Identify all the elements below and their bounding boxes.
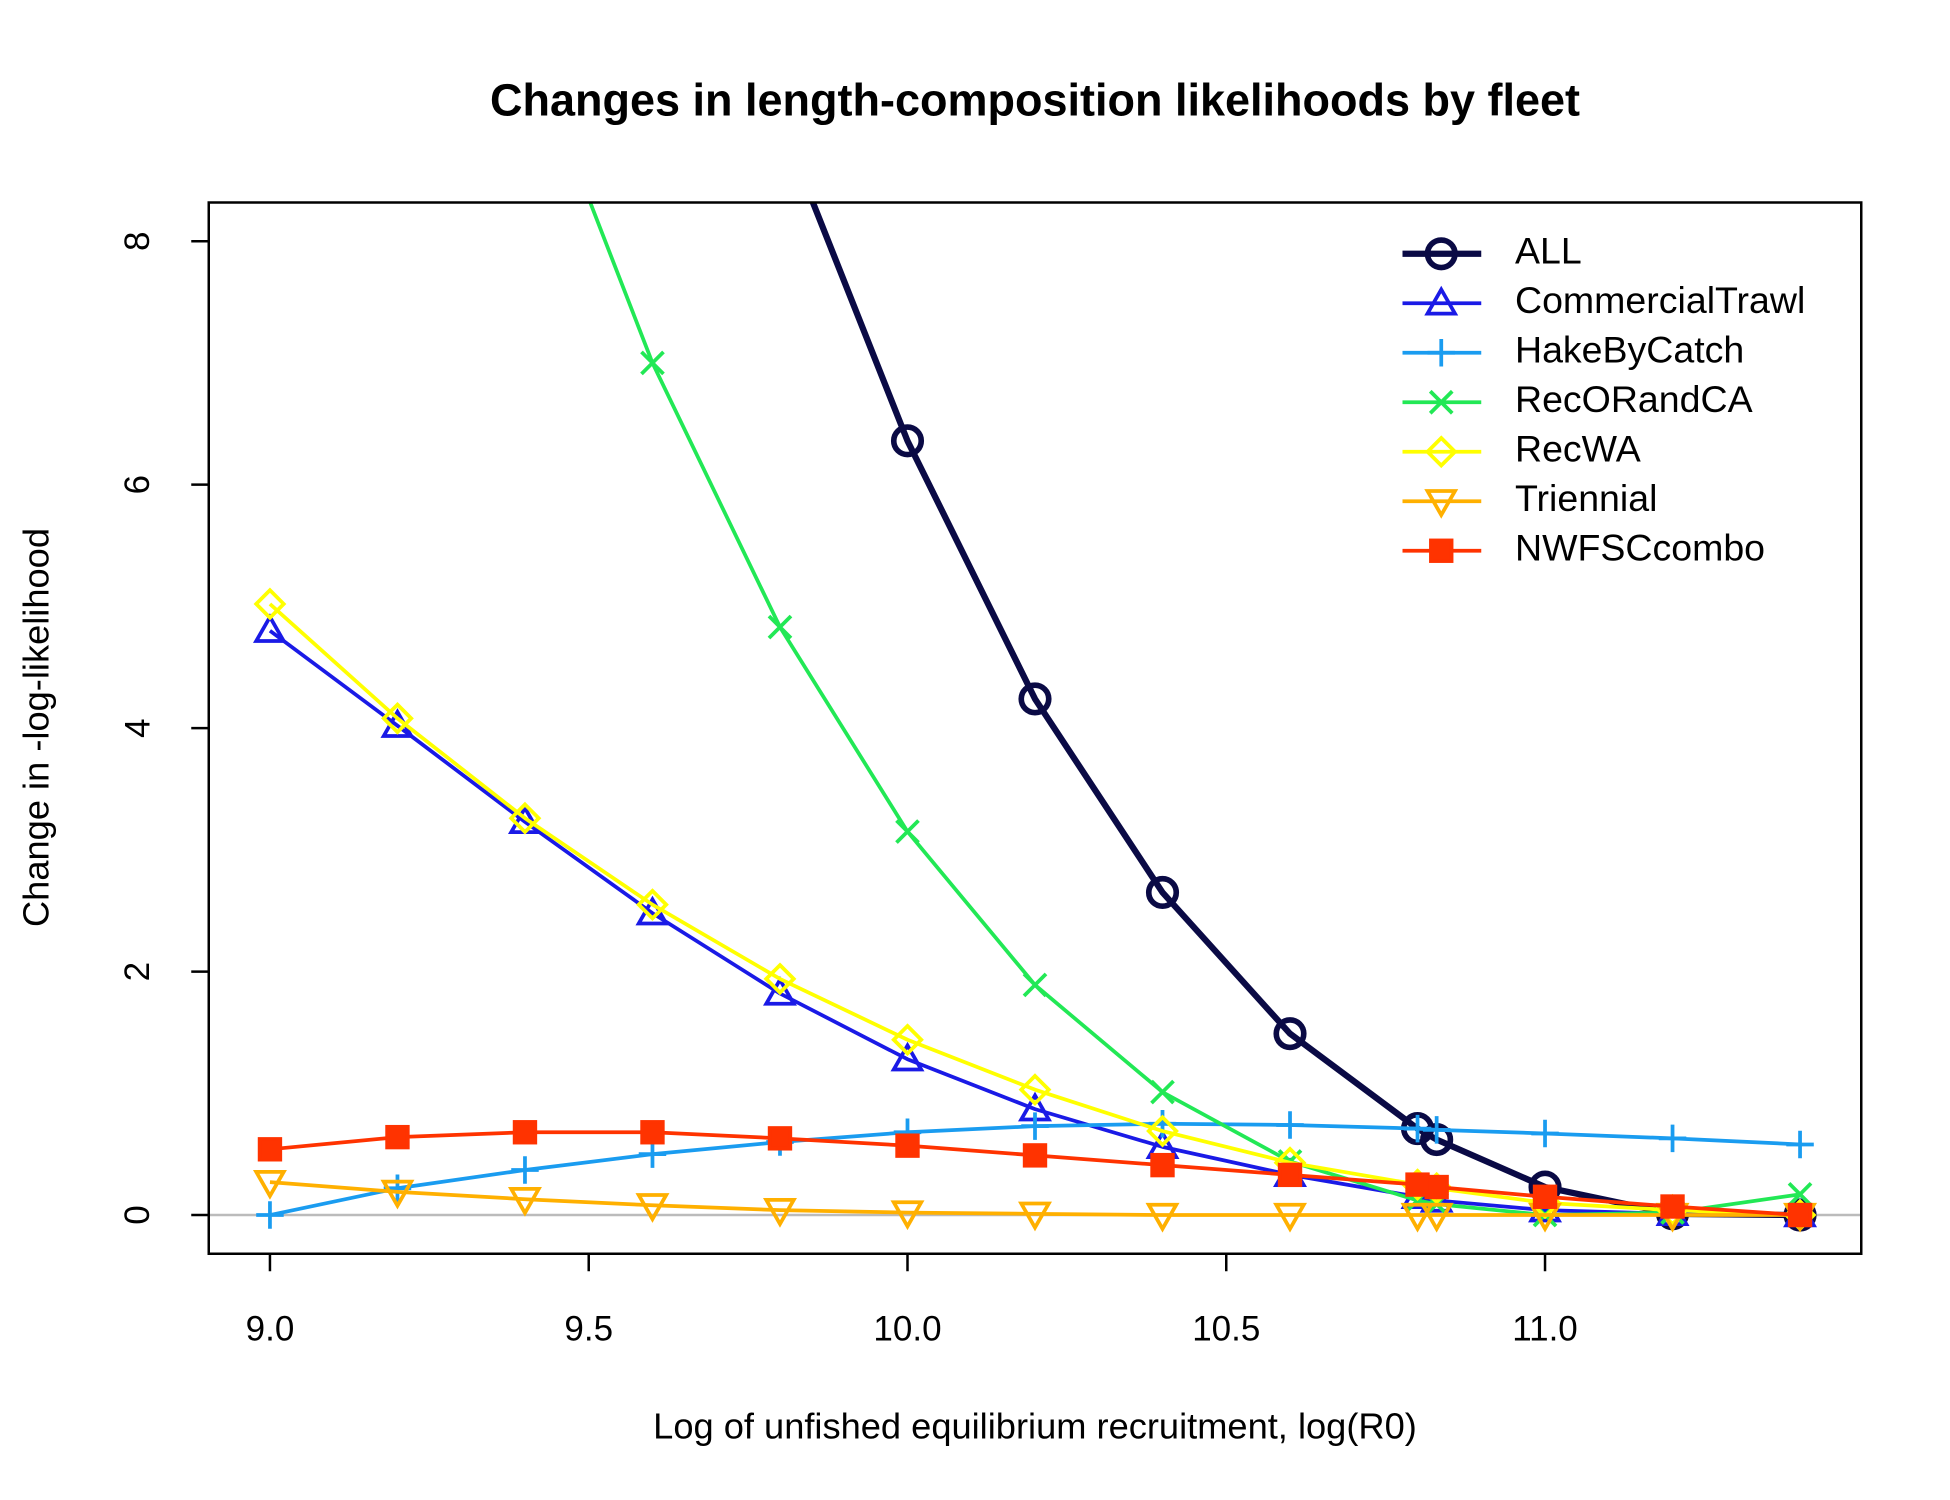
y-tick-label: 2 [118,962,157,981]
marker [257,1137,283,1162]
x-tick-label: 9.5 [564,1310,613,1349]
marker [1429,538,1454,563]
series-line [268,602,1801,1217]
marker [640,350,665,376]
marker [511,1156,539,1184]
marker [1400,1202,1435,1233]
series-line [268,629,1801,1217]
marker [890,1041,925,1072]
marker [252,613,287,643]
marker [890,1200,925,1231]
marker [1150,1079,1175,1105]
x-axis-label: Log of unfished equilibrium recruitment,… [653,1405,1417,1446]
marker [508,801,542,835]
series-line [269,1130,1801,1217]
marker [891,1023,924,1057]
marker [1145,1202,1180,1233]
marker [895,1133,920,1158]
marker [385,1124,410,1150]
x-tick-label: 9.0 [246,1310,295,1349]
series-line [588,202,1801,1217]
marker [253,587,287,621]
marker [1787,1182,1813,1207]
marker [1018,1073,1052,1107]
series-line [809,202,1801,1219]
marker [1150,1152,1175,1178]
marker [1787,1202,1813,1228]
marker [1145,875,1180,910]
marker [763,975,797,1006]
marker [1419,1202,1454,1233]
marker [1660,1194,1685,1219]
marker [635,1193,670,1223]
marker [1276,1111,1304,1139]
marker [1424,285,1459,316]
legend-label: ALL [1515,230,1582,272]
marker [1658,1124,1687,1153]
marker [1531,1119,1559,1148]
marker [1532,1184,1558,1209]
marker [1021,1112,1049,1140]
marker [252,1169,287,1200]
plot-area [252,23,1818,1233]
marker [1018,682,1052,716]
marker [895,819,920,844]
marker [380,1179,415,1210]
marker [1273,1017,1307,1051]
marker [763,1197,797,1228]
marker [1424,237,1458,271]
marker [763,962,797,996]
marker [890,424,925,458]
x-tick-label: 10.5 [1192,1310,1260,1349]
marker [1022,972,1048,998]
y-tick-label: 8 [118,231,157,250]
legend-label: Triennial [1515,477,1657,519]
y-tick-label: 4 [118,718,157,737]
legend-label: RecWA [1515,428,1641,470]
marker [1424,1174,1449,1200]
marker [767,1126,793,1151]
y-axis-label: Change in -log-likelihood [15,528,56,927]
marker [638,1140,667,1168]
marker [514,23,536,45]
legend: ALL CommercialTrawl HakeByCatch RecORandCA R… [1402,230,1805,569]
marker [640,1120,665,1145]
marker [1427,339,1455,367]
marker [1424,435,1458,469]
marker [507,1187,542,1217]
marker [1277,1162,1303,1188]
y-tick-label: 0 [118,1205,157,1224]
series-line [269,1121,1801,1217]
marker [1422,1116,1451,1144]
series-line [269,1180,1801,1217]
marker [256,1201,284,1229]
x-tick-label: 11.0 [1512,1310,1578,1349]
legend-label: HakeByCatch [1515,329,1744,371]
marker [512,1120,538,1145]
legend-label: RecORandCA [1515,378,1753,420]
chart-title: Changes in length-composition likelihood… [490,75,1580,126]
marker [1424,489,1459,519]
marker [636,888,669,922]
marker [767,614,793,640]
marker [1786,1130,1814,1159]
marker [1018,1201,1052,1232]
marker [381,701,414,735]
marker [1022,1143,1048,1168]
y-tick-label: 6 [118,475,157,494]
marker [1146,1114,1179,1148]
marker [1273,1202,1307,1233]
legend-label: NWFSCcombo [1515,527,1765,569]
x-tick-label: 10.0 [873,1310,941,1349]
legend-label: CommercialTrawl [1515,279,1805,321]
marker [1428,389,1454,415]
